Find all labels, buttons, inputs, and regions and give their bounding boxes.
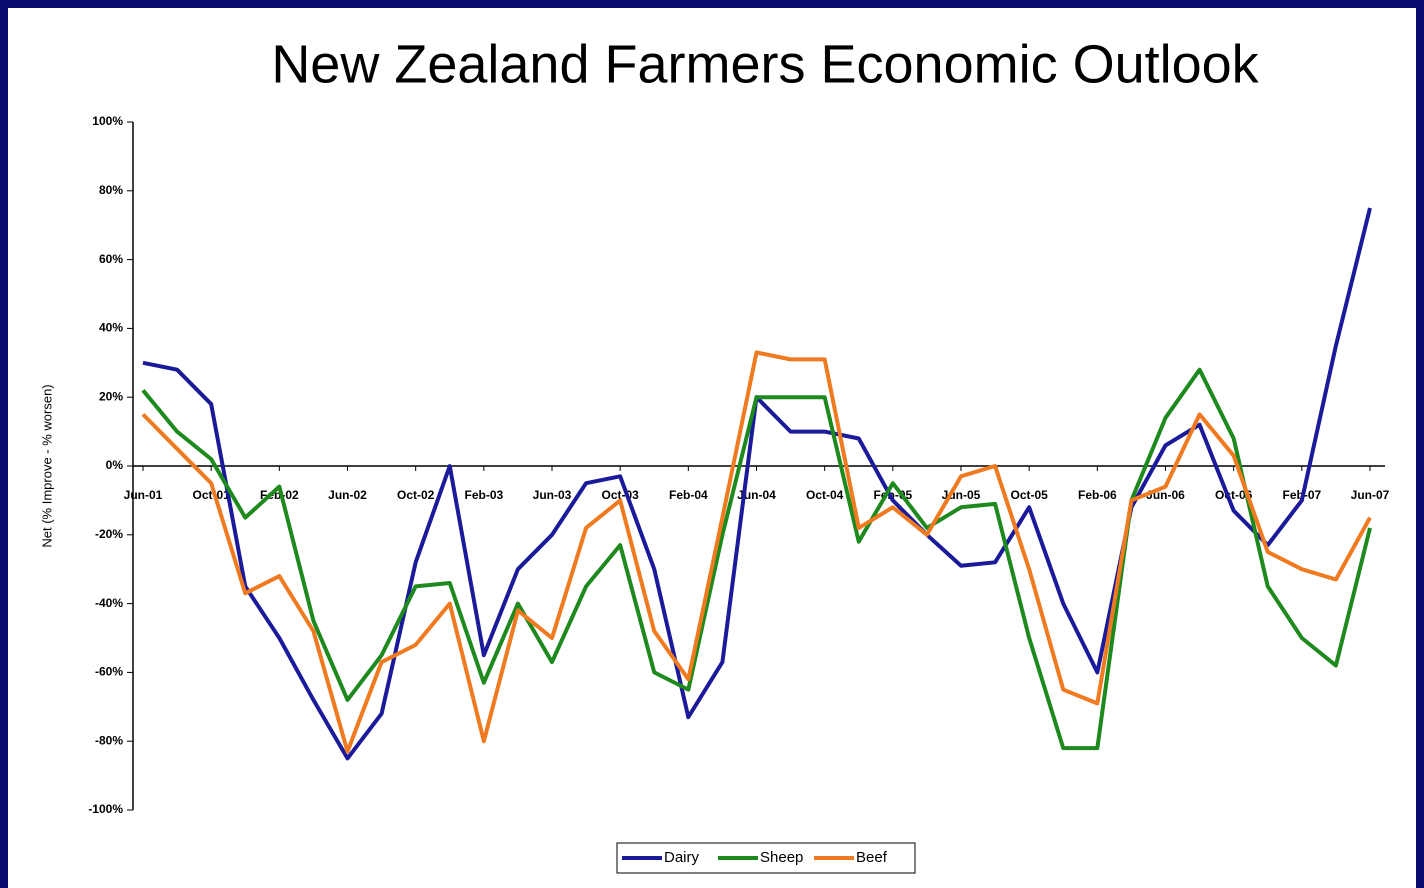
x-tick-label: Feb-04 xyxy=(669,488,708,502)
y-tick-label: 100% xyxy=(92,114,123,128)
legend xyxy=(616,842,916,874)
x-tick-label: Feb-03 xyxy=(464,488,503,502)
series-line xyxy=(141,367,1372,751)
x-tick-label: Feb-06 xyxy=(1078,488,1117,502)
x-tick-label: Oct-01 xyxy=(192,488,230,502)
y-tick-label: -100% xyxy=(88,802,123,816)
x-tick-label: Jun-03 xyxy=(533,488,572,502)
series-line xyxy=(141,350,1372,754)
y-tick-label: 60% xyxy=(99,252,123,266)
y-tick-label: -40% xyxy=(95,596,123,610)
legend-label: Beef xyxy=(856,849,888,866)
y-tick-label: -60% xyxy=(95,665,123,679)
x-tick-label: Jun-07 xyxy=(1351,488,1390,502)
slide-area xyxy=(8,8,1416,888)
x-tick-label: Jun-01 xyxy=(124,488,163,502)
x-tick-label: Jun-04 xyxy=(737,488,776,502)
chart-title: New Zealand Farmers Economic Outlook xyxy=(271,34,1259,94)
y-axis-label: Net (% Improve - % worsen) xyxy=(39,384,54,547)
y-tick-label: 80% xyxy=(99,183,123,197)
y-tick-label: -20% xyxy=(95,527,123,541)
y-tick-label: -80% xyxy=(95,733,123,747)
y-tick-label: 40% xyxy=(99,321,123,335)
x-tick-label: Jun-02 xyxy=(328,488,367,502)
legend-label: Sheep xyxy=(760,849,803,866)
x-tick-label: Oct-02 xyxy=(397,488,435,502)
x-tick-label: Oct-04 xyxy=(806,488,844,502)
legend-label: Dairy xyxy=(664,849,700,866)
y-tick-label: 20% xyxy=(99,389,123,403)
y-tick-label: 0% xyxy=(106,458,124,472)
x-tick-label: Oct-05 xyxy=(1010,488,1048,502)
